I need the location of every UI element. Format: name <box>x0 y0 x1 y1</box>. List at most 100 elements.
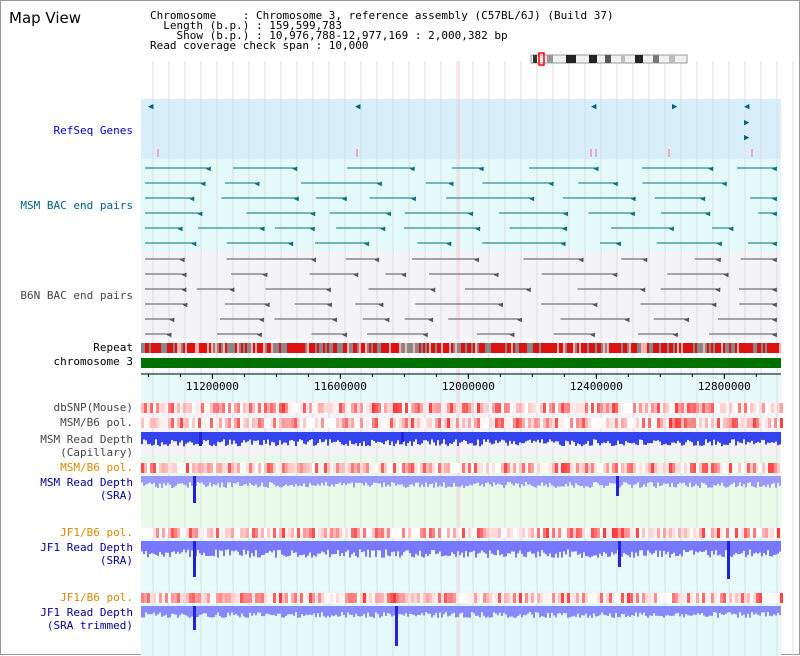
track-label-dbsnp[interactable]: dbSNP(Mouse) <box>53 401 133 414</box>
track-label-msm-pol-2[interactable]: MSM/B6 pol. <box>60 461 133 474</box>
jf1-pol2-cell <box>618 593 621 603</box>
track-label-jf1-depth-sra[interactable]: JF1 Read Depth <box>40 541 133 554</box>
repeat-segment <box>211 343 213 353</box>
jf1-sra-depth <box>777 541 779 554</box>
track-label-b6n-bac[interactable]: B6N BAC end pairs <box>20 289 133 302</box>
jf1-pol2-cell <box>516 593 519 603</box>
track-label-msm-depth-cap[interactable]: MSM Read Depth <box>40 433 133 446</box>
track-label-msm-pol-1[interactable]: MSM/B6 pol. <box>60 416 133 429</box>
repeat-segment <box>375 343 377 353</box>
dbsnp-cell <box>639 403 642 413</box>
jf1-pol-cell <box>216 528 219 538</box>
jf1-sra-depth <box>381 541 383 558</box>
msm-sra-depth <box>287 476 289 487</box>
jf1-sra-depth <box>449 541 451 556</box>
jf1-pol2-cell <box>642 593 645 603</box>
repeat-segment <box>395 343 397 353</box>
msm-sra-depth <box>499 476 501 485</box>
repeat-segment <box>557 343 559 353</box>
jf1-trim-depth <box>421 606 423 614</box>
jf1-trim-depth <box>641 606 643 615</box>
track-label-msm-bac[interactable]: MSM BAC end pairs <box>20 199 133 212</box>
repeat-segment <box>633 343 635 353</box>
msm-pol-cell <box>480 418 483 428</box>
repeat-segment <box>435 343 437 353</box>
track-label-msm-depth-sra[interactable]: MSM Read Depth <box>40 476 133 489</box>
msm-cap-depth <box>463 432 465 440</box>
dbsnp-cell <box>369 403 372 413</box>
jf1-pol-cell <box>708 528 711 538</box>
msm-pol-cell <box>333 418 336 428</box>
dbsnp-cell <box>261 403 264 413</box>
msm-sra-depth <box>309 476 311 484</box>
jf1-trim-depth <box>245 606 247 618</box>
msm-cap-depth <box>545 432 547 444</box>
jf1-trim-depth <box>273 606 275 615</box>
msm-cap-depth <box>143 432 145 440</box>
jf1-pol-cell <box>729 528 732 538</box>
track-label-chromosome[interactable]: chromosome 3 <box>53 355 133 368</box>
msm-pol2-cell <box>477 463 480 473</box>
jf1-sra-depth <box>409 541 411 554</box>
dbsnp-cell <box>756 403 759 413</box>
dbsnp-cell <box>207 403 210 413</box>
repeat-segment <box>717 343 719 353</box>
jf1-pol2-cell <box>732 593 735 603</box>
jf1-pol2-cell <box>543 593 546 603</box>
track-label-refseq[interactable]: RefSeq Genes <box>53 124 133 137</box>
jf1-pol-cell <box>645 528 648 538</box>
msm-pol2-cell <box>177 463 180 473</box>
msm-pol-cell <box>702 418 705 428</box>
jf1-trim-depth <box>263 606 265 617</box>
axis-tick-label: 12000000 <box>442 380 495 393</box>
jf1-pol2-cell <box>519 593 522 603</box>
repeat-segment <box>339 343 341 353</box>
jf1-trim-depth <box>319 606 321 618</box>
msm-sra-depth <box>455 476 457 487</box>
repeat-segment <box>353 343 355 353</box>
jf1-trim-depth <box>365 606 367 618</box>
jf1-trim-depth <box>765 606 767 617</box>
msm-pol-cell <box>294 418 297 428</box>
track-label-repeat[interactable]: Repeat <box>93 341 133 354</box>
track-label-jf1-pol-1[interactable]: JF1/B6 pol. <box>60 526 133 539</box>
jf1-pol2-cell <box>303 593 306 603</box>
jf1-trim-depth <box>491 606 493 618</box>
repeat-segment <box>635 343 637 353</box>
repeat-segment <box>471 343 473 353</box>
msm-cap-depth <box>313 432 315 446</box>
msm-sra-depth <box>217 476 219 484</box>
jf1-pol-cell <box>723 528 726 538</box>
msm-sra-depth <box>435 476 437 483</box>
msm-pol-cell <box>156 418 159 428</box>
jf1-sra-depth <box>307 541 309 556</box>
msm-pol2-cell <box>573 463 576 473</box>
msm-cap-depth <box>167 432 169 447</box>
chromosome-ideogram[interactable] <box>530 52 688 66</box>
msm-sra-depth <box>259 476 261 487</box>
repeat-segment <box>579 343 581 353</box>
jf1-pol-cell <box>504 528 507 538</box>
msm-sra-depth <box>241 476 243 486</box>
msm-cap-depth <box>595 432 597 440</box>
jf1-trim-depth <box>621 606 623 615</box>
dbsnp-cell <box>771 403 774 413</box>
msm-pol-cell <box>432 418 435 428</box>
jf1-pol-cell <box>240 528 243 538</box>
msm-cap-depth <box>593 432 595 440</box>
track-label-jf1-depth-trim[interactable]: JF1 Read Depth <box>40 606 133 619</box>
jf1-pol2-cell <box>630 593 633 603</box>
jf1-pol-cell <box>750 528 753 538</box>
msm-cap-depth <box>271 432 273 442</box>
jf1-pol-cell <box>687 528 690 538</box>
dbsnp-cell <box>531 403 534 413</box>
track-label-jf1-pol-2[interactable]: JF1/B6 pol. <box>60 591 133 604</box>
repeat-segment <box>517 343 519 353</box>
jf1-pol-cell <box>753 528 756 538</box>
jf1-trim-depth <box>453 606 455 613</box>
msm-sra-depth <box>375 476 377 483</box>
msm-cap-depth <box>333 432 335 443</box>
msm-cap-depth <box>431 432 433 440</box>
dbsnp-cell <box>201 403 204 413</box>
